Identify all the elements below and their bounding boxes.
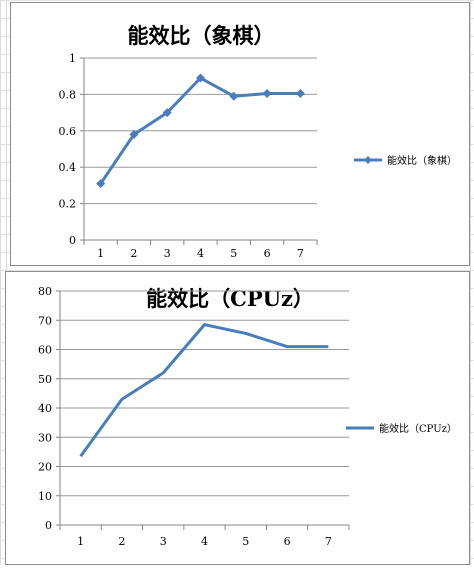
legend-label: 能效比（象棋） xyxy=(387,154,457,167)
x-tick-label: 2 xyxy=(118,535,125,548)
data-point-marker xyxy=(162,108,172,118)
y-tick-label: 0.2 xyxy=(59,198,77,211)
y-tick-label: 0.6 xyxy=(59,125,77,138)
x-tick-label: 7 xyxy=(297,247,304,260)
y-tick-label: 40 xyxy=(38,402,52,415)
series-line xyxy=(79,323,329,458)
chart-xiangqi-svg: 能效比（象棋） 0 0.2 0.4 0.6 0.8 1 1 2 3 4 5 6 7 能效比（象棋） xyxy=(59,23,458,260)
x-tick-label: 7 xyxy=(325,535,332,548)
x-tick-label: 1 xyxy=(97,247,104,260)
y-tick-label: 30 xyxy=(38,431,52,444)
y-tick-label: 0 xyxy=(45,519,52,532)
data-point-marker xyxy=(129,129,139,139)
y-tick-label: 60 xyxy=(38,344,52,357)
x-tick-label: 1 xyxy=(77,535,84,548)
y-tick-label: 80 xyxy=(38,285,52,298)
y-tick-label: 20 xyxy=(38,461,52,474)
y-tick-label: 0.4 xyxy=(59,161,77,174)
chart-title: 能效比（CPUz） xyxy=(146,286,314,311)
data-point-marker xyxy=(196,73,205,83)
data-point-marker xyxy=(96,179,106,189)
y-tick-label: 0 xyxy=(69,234,76,247)
x-tick-label: 6 xyxy=(264,247,271,260)
x-tick-label: 3 xyxy=(160,535,167,548)
x-tick-label: 6 xyxy=(284,535,291,548)
y-tick-label: 50 xyxy=(38,373,52,386)
x-tick-label: 3 xyxy=(164,247,171,260)
y-tick-label: 1 xyxy=(69,52,76,65)
x-tick-label: 5 xyxy=(230,247,237,260)
chart-title: 能效比（象棋） xyxy=(128,23,275,48)
x-tick-label: 4 xyxy=(201,535,208,548)
chart-cpuz-efficiency[interactable]: 能效比（CPUz） 0 10 20 30 40 50 60 70 80 1 2 3 4 5 6 7 能效比（CP… xyxy=(5,271,470,565)
y-tick-label: 0.8 xyxy=(59,88,77,101)
x-tick-label: 4 xyxy=(197,247,204,260)
y-tick-label: 10 xyxy=(38,490,52,503)
chart-cpuz-svg: 能效比（CPUz） 0 10 20 30 40 50 60 70 80 1 2 3 4 5 6 7 能效比（CP… xyxy=(38,285,457,548)
x-tick-label: 5 xyxy=(242,535,249,548)
chart-xiangqi-efficiency[interactable]: 能效比（象棋） 0 0.2 0.4 0.6 0.8 1 1 2 3 4 5 6 7 能效比（象棋） xyxy=(10,2,470,266)
data-point-marker xyxy=(295,88,305,98)
data-point-marker xyxy=(262,88,272,98)
y-tick-label: 70 xyxy=(38,314,52,327)
legend-marker xyxy=(364,156,372,164)
data-point-marker xyxy=(229,91,239,101)
x-tick-label: 2 xyxy=(130,247,137,260)
legend-label: 能效比（CPUz） xyxy=(379,422,457,435)
